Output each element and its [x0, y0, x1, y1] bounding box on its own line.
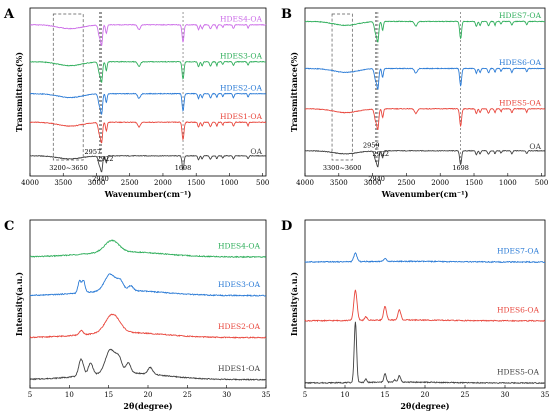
series-label: HDES1-OA — [220, 112, 263, 121]
x-axis-label: 2θ(degree) — [123, 401, 172, 411]
x-tick-label: 35 — [541, 391, 550, 399]
x-tick-label: 5 — [28, 391, 32, 399]
peak-annotation: 3200~3650 — [49, 164, 88, 172]
panel-D: D 5 10 15 20 25 30 35 2θ(degree) Intensity(a.u.) H… — [281, 219, 549, 411]
series-label: HDES7-OA — [499, 11, 542, 20]
series-line-HDES3-OA — [29, 273, 267, 297]
series-line-HDES1-OA — [29, 121, 267, 144]
series-line-HDES5-OA — [304, 321, 546, 385]
x-tick-label: 20 — [144, 391, 153, 399]
x-tick-label: 4000 — [21, 179, 39, 187]
series-label: HDES3-OA — [218, 280, 261, 289]
x-tick-label: 30 — [222, 391, 231, 399]
peak-annotation: 2940 — [92, 175, 109, 183]
series-label: HDES7-OA — [497, 247, 540, 256]
x-tick-label: 5 — [303, 391, 307, 399]
series-line-HDES6-OA — [304, 67, 546, 90]
series-label: HDES2-OA — [218, 322, 261, 331]
series-label: HDES3-OA — [220, 51, 263, 60]
peak-annotation: 2957 — [85, 148, 102, 156]
x-tick-label: 1000 — [499, 179, 517, 187]
plot-frame — [304, 219, 546, 389]
peak-annotation: 1698 — [175, 164, 192, 172]
series-line-HDES7-OA — [304, 252, 546, 264]
x-axis-label: Wavenumber(cm⁻¹) — [381, 189, 469, 199]
panel-label: D — [281, 219, 292, 234]
x-tick-label: 15 — [381, 391, 390, 399]
series-label: OA — [529, 142, 541, 151]
x-tick-label: 500 — [535, 179, 548, 187]
x-tick-label: 30 — [501, 391, 510, 399]
plot-frame — [29, 7, 267, 177]
plot-frame — [304, 7, 546, 177]
series-label: HDES6-OA — [499, 58, 542, 67]
x-tick-label: 2500 — [397, 179, 415, 187]
x-tick-label: 500 — [256, 179, 269, 187]
x-axis-label: Wavenumber(cm⁻¹) — [104, 189, 192, 199]
x-tick-label: 4000 — [296, 179, 314, 187]
series-line-HDES6-OA — [304, 289, 546, 323]
series-line-HDES4-OA — [29, 23, 267, 46]
series-label: OA — [250, 147, 262, 156]
peak-annotation: 3300~3600 — [323, 164, 362, 172]
series-label: HDES6-OA — [497, 305, 540, 314]
panel-A: A 4000 3500 3000 2500 2000 1500 1000 500 Wavenumb… — [3, 7, 269, 199]
series-label: HDES1-OA — [218, 364, 261, 373]
region-box — [331, 13, 353, 161]
x-tick-label: 10 — [65, 391, 74, 399]
series-label: HDES5-OA — [497, 368, 540, 377]
y-axis-label: Intensity(a.u.) — [289, 272, 299, 336]
x-tick-label: 2000 — [431, 179, 449, 187]
panel-label: C — [4, 219, 14, 234]
x-tick-label: 10 — [341, 391, 350, 399]
peak-annotation: 2940 — [368, 175, 385, 183]
peak-annotation: 2959 — [363, 141, 380, 149]
x-tick-label: 3500 — [54, 179, 72, 187]
series-line-HDES2-OA — [29, 92, 267, 115]
series-line-OA — [29, 154, 267, 173]
series-line-HDES5-OA — [304, 107, 546, 130]
x-tick-label: 15 — [104, 391, 113, 399]
x-tick-label: 1000 — [221, 179, 239, 187]
series-line-HDES4-OA — [29, 239, 267, 259]
panel-label: A — [3, 7, 15, 22]
x-tick-label: 2500 — [121, 179, 139, 187]
x-tick-label: 25 — [183, 391, 192, 399]
x-tick-label: 35 — [262, 391, 271, 399]
series-label: HDES5-OA — [499, 98, 542, 107]
series-line-HDES7-OA — [304, 20, 546, 43]
x-tick-label: 1500 — [465, 179, 483, 187]
series-line-HDES1-OA — [29, 348, 267, 381]
y-axis-label: Intensity(a.u.) — [14, 272, 24, 336]
peak-annotation: 2922 — [97, 155, 114, 163]
series-label: HDES4-OA — [220, 14, 263, 23]
x-tick-label: 2000 — [154, 179, 172, 187]
series-label: HDES4-OA — [218, 242, 261, 251]
series-line-HDES2-OA — [29, 313, 267, 339]
panel-B: B 4000 3500 3000 2500 2000 1500 1000 500 Wavenumb… — [281, 7, 548, 199]
x-tick-label: 3000 — [88, 179, 106, 187]
x-tick-label: 3500 — [330, 179, 348, 187]
panel-C: C 5 10 15 20 25 30 35 2θ(degree) Intensity(a.u.) H… — [4, 219, 270, 411]
panel-label: B — [281, 7, 292, 22]
series-line-OA — [304, 149, 546, 168]
x-axis-label: 2θ(degree) — [400, 401, 449, 411]
y-axis-label: Transmittance(%) — [289, 52, 299, 132]
x-tick-label: 3000 — [364, 179, 382, 187]
y-axis-label: Transmittance(%) — [14, 52, 24, 132]
region-box — [52, 13, 84, 161]
series-label: HDES2-OA — [220, 83, 263, 92]
x-tick-label: 25 — [461, 391, 470, 399]
x-tick-label: 20 — [421, 391, 430, 399]
peak-annotation: 2922 — [372, 150, 389, 158]
peak-annotation: 1698 — [452, 164, 469, 172]
series-line-HDES3-OA — [29, 60, 267, 83]
x-tick-label: 1500 — [187, 179, 205, 187]
